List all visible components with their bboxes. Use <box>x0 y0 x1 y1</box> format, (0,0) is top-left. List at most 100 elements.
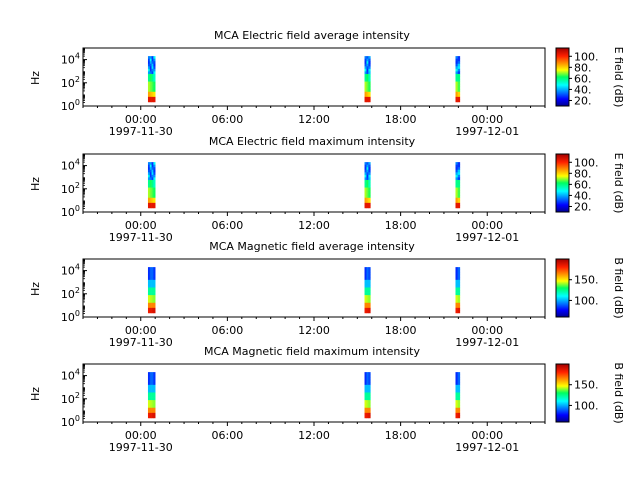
spectrogram-cell <box>147 172 151 176</box>
x-tick-label: 00:00 <box>471 219 503 232</box>
spectrogram-cell <box>364 274 367 278</box>
spectrogram-cell <box>147 174 151 178</box>
spectrogram-cell <box>457 282 461 286</box>
spectrogram-cell <box>455 372 458 375</box>
spectrogram-cell <box>366 290 369 293</box>
spectrogram-cell <box>455 387 458 391</box>
spectrogram-cell <box>457 76 461 80</box>
spectrogram-cell <box>151 305 154 309</box>
spectrogram-cell <box>366 99 369 103</box>
spectrogram-cell <box>153 300 156 304</box>
spectrogram-cell <box>457 405 461 409</box>
plot-area <box>83 364 545 422</box>
spectrogram-cell <box>368 73 371 77</box>
spectrogram-cell <box>366 91 369 95</box>
spectrogram-cell <box>153 99 156 103</box>
x-tick-label: 06:00 <box>212 324 244 337</box>
spectrogram-cell <box>368 307 371 311</box>
spectrogram-cell <box>457 169 461 173</box>
spectrogram-cell <box>364 295 367 298</box>
spectrogram-cell <box>151 185 154 188</box>
spectrogram-cell <box>366 200 369 204</box>
spectrogram-cell <box>364 71 367 75</box>
spectrogram-cell <box>151 68 154 72</box>
spectrogram-cell <box>151 76 154 80</box>
spectrogram-cell <box>457 382 461 386</box>
spectrogram-cell <box>151 66 154 70</box>
spectrogram-cell <box>153 287 156 291</box>
spectrogram-cell <box>455 274 458 278</box>
spectrogram-cell <box>151 167 154 171</box>
spectrogram-cell <box>368 374 371 378</box>
spectrogram-cell <box>153 379 156 383</box>
y-tick-label: 100 <box>61 98 80 113</box>
spectrogram-cell <box>153 374 156 378</box>
spectrogram-cell <box>151 284 154 288</box>
spectrogram-cell <box>151 392 154 396</box>
spectrogram-cell <box>366 190 369 193</box>
spectrogram-cell <box>147 282 151 286</box>
spectrogram-cell <box>455 267 458 270</box>
x-tick-label: 00:00 <box>125 219 157 232</box>
spectrogram-cell <box>147 99 151 103</box>
spectrogram-cell <box>153 63 156 67</box>
spectrogram-cell <box>455 68 458 72</box>
spectrogram-cell <box>368 372 371 375</box>
spectrogram-cell <box>153 292 156 296</box>
spectrogram-cell <box>457 195 461 199</box>
spectrogram-cell <box>368 384 371 388</box>
spectrogram-cell <box>151 407 154 411</box>
spectrogram-cell <box>147 89 151 93</box>
spectrogram-cell <box>457 287 461 291</box>
spectrogram-cell <box>455 96 458 100</box>
spectrogram-cell <box>153 169 156 173</box>
spectrogram-cell <box>147 94 151 98</box>
spectrogram-cell <box>364 162 367 165</box>
spectrogram-cell <box>455 269 458 273</box>
spectrogram-cell <box>151 405 154 409</box>
spectrogram-cell <box>147 384 151 388</box>
spectrogram-cell <box>153 405 156 409</box>
spectrogram-cell <box>149 89 152 93</box>
spectrogram-cell <box>366 305 369 309</box>
y-tick-label: 100 <box>61 204 80 219</box>
spectrogram-cell <box>364 58 367 62</box>
spectrogram-cell <box>455 282 458 286</box>
spectrogram-cell <box>151 86 154 90</box>
spectrogram-cell <box>455 302 458 306</box>
spectrogram-cell <box>364 179 367 183</box>
burst-1 <box>147 56 156 103</box>
y-tick-label: 104 <box>61 368 80 383</box>
spectrogram-cell <box>151 310 154 314</box>
y-axis-label: Hz <box>29 71 42 85</box>
spectrogram-cell <box>457 61 461 65</box>
spectrogram-cell <box>368 195 371 199</box>
spectrogram-cell <box>151 187 154 191</box>
spectrogram-cell <box>366 310 369 314</box>
spectrogram-cell <box>153 307 156 311</box>
colorbar-tick-label: 40. <box>574 189 592 202</box>
spectrogram-cell <box>151 99 154 103</box>
spectrogram-cell <box>457 79 461 82</box>
spectrogram-cell <box>457 192 461 196</box>
spectrogram-cell <box>366 282 369 286</box>
spectrogram-cell <box>455 287 458 291</box>
spectrogram-cell <box>364 84 367 87</box>
spectrogram-cell <box>457 99 461 103</box>
spectrogram-cell <box>364 86 367 90</box>
spectrogram-cell <box>153 195 156 199</box>
spectrogram-cell <box>153 290 156 293</box>
spectrogram-cell <box>149 86 152 90</box>
spectrogram-cell <box>149 267 152 270</box>
spectrogram-cell <box>364 91 367 95</box>
spectrogram-cell <box>151 192 154 196</box>
spectrogram-cell <box>455 415 458 419</box>
spectrogram-cell <box>455 397 458 401</box>
spectrogram-cell <box>151 282 154 286</box>
spectrogram-cell <box>147 169 151 173</box>
spectrogram-cell <box>366 412 369 416</box>
spectrogram-cell <box>364 195 367 199</box>
spectrogram-cell <box>455 195 458 199</box>
spectrogram-cell <box>366 392 369 396</box>
spectrogram-cell <box>149 195 152 199</box>
